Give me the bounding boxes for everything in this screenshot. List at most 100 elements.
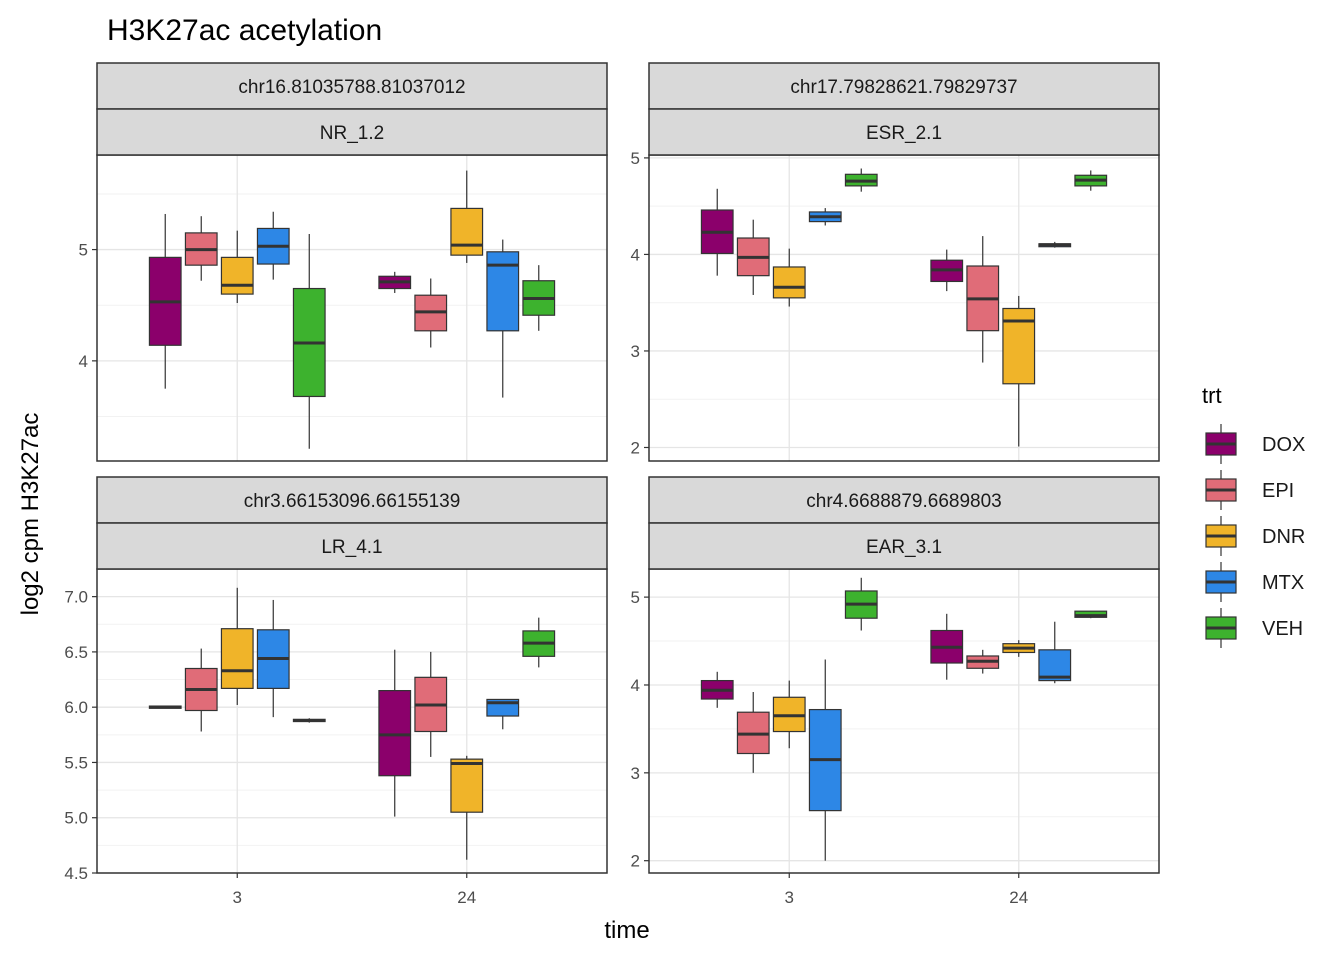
- legend-key-veh: [1200, 606, 1242, 650]
- box-dox: [700, 188, 734, 276]
- strip-top-label: chr16.81035788.81037012: [238, 77, 465, 98]
- box-mtx: [1038, 621, 1072, 684]
- panel-background: [97, 155, 607, 461]
- box-veh: [844, 577, 878, 631]
- strip-bottom-label: ESR_2.1: [866, 123, 942, 144]
- x-tick-label: 3: [785, 888, 794, 907]
- box-epi: [414, 651, 448, 757]
- box-body: [450, 758, 484, 813]
- box-body: [486, 251, 520, 332]
- facet-panel: 2 3 4 5 chr4.6688879.6689803 EAR_3.1 3 24: [631, 476, 1160, 907]
- box-veh: [292, 234, 326, 449]
- strip-top-label: chr4.6688879.6689803: [806, 491, 1001, 512]
- box-dnr: [450, 755, 484, 860]
- box-body: [1038, 649, 1072, 682]
- box-mtx: [808, 659, 842, 861]
- y-tick-label: 5: [631, 149, 640, 168]
- box-veh: [1074, 610, 1108, 619]
- legend-label-mtx: MTX: [1262, 572, 1304, 594]
- strip-bottom-label: EAR_3.1: [866, 537, 942, 558]
- panel-background: [649, 155, 1159, 461]
- y-tick-label: 5: [79, 241, 88, 260]
- legend-label-veh: VEH: [1262, 618, 1303, 640]
- y-tick-label: 5.5: [64, 753, 88, 772]
- y-tick-label: 5.0: [64, 809, 88, 828]
- box-dox: [378, 271, 412, 293]
- strip-bottom: [96, 522, 608, 570]
- facet-panel: 4 5 chr16.81035788.81037012 NR_1.2: [79, 62, 608, 462]
- box-dox: [148, 705, 182, 709]
- y-tick-label: 5: [631, 588, 640, 607]
- box-epi: [736, 692, 770, 773]
- box-dnr: [1002, 295, 1036, 447]
- box-epi: [414, 278, 448, 348]
- y-tick-label: 3: [631, 342, 640, 361]
- box-dox: [378, 649, 412, 817]
- legend-label-dox: DOX: [1262, 434, 1305, 456]
- strip-top: [96, 62, 608, 110]
- strip-top: [648, 62, 1160, 110]
- chart-title: H3K27ac acetylation: [107, 14, 382, 47]
- legend-key-mtx: [1200, 560, 1242, 604]
- y-tick-label: 2: [631, 438, 640, 457]
- legend: trt DOX EPI DNR MTX VEH: [1200, 383, 1305, 650]
- box-veh: [522, 265, 556, 331]
- box-veh: [292, 718, 326, 723]
- strip-top: [96, 476, 608, 524]
- legend-label-dnr: DNR: [1262, 526, 1305, 548]
- y-tick-label: 6.5: [64, 643, 88, 662]
- strip-bottom-label: NR_1.2: [320, 123, 384, 144]
- box-body: [378, 689, 412, 777]
- box-veh: [844, 168, 878, 192]
- facet-panel: 4.5 5.0 5.5 6.0 6.5 7.0 chr3.66153096.66155139…: [64, 476, 608, 907]
- box-dox: [930, 249, 964, 292]
- box-body: [220, 256, 254, 295]
- box-mtx: [256, 599, 290, 718]
- y-tick-label: 4.5: [64, 864, 88, 883]
- box-body: [220, 628, 254, 689]
- box-dnr: [772, 248, 806, 307]
- box-mtx: [808, 208, 842, 226]
- box-mtx: [486, 698, 520, 730]
- facet-panels: 4 5 chr16.81035788.81037012 NR_1.2 2 3 4 5 chr17…: [64, 62, 1160, 907]
- strip-top-label: chr17.79828621.79829737: [790, 77, 1017, 98]
- box-epi: [184, 648, 218, 732]
- box-veh: [522, 617, 556, 668]
- y-tick-label: 7.0: [64, 588, 88, 607]
- y-tick-label: 4: [79, 352, 88, 371]
- y-axis-label: log2 cpm H3K27ac: [17, 413, 44, 616]
- box-body: [450, 207, 484, 256]
- x-axis-label: time: [604, 917, 649, 944]
- box-mtx: [1038, 241, 1072, 248]
- strip-top: [648, 476, 1160, 524]
- box-mtx: [486, 239, 520, 398]
- y-tick-label: 4: [631, 245, 640, 264]
- legend-key-dox: [1200, 422, 1242, 466]
- strip-top-label: chr3.66153096.66155139: [244, 491, 461, 512]
- box-dox: [700, 671, 734, 708]
- y-tick-label: 2: [631, 852, 640, 871]
- box-dnr: [450, 170, 484, 263]
- y-tick-label: 6.0: [64, 698, 88, 717]
- box-dox: [148, 213, 182, 389]
- strip-bottom-label: LR_4.1: [321, 537, 382, 558]
- box-mtx: [256, 211, 290, 280]
- legend-key-epi: [1200, 468, 1242, 512]
- box-epi: [966, 236, 1000, 363]
- box-veh: [1074, 170, 1108, 191]
- box-dnr: [220, 587, 254, 705]
- box-epi: [736, 219, 770, 295]
- box-dnr: [1002, 640, 1036, 657]
- x-tick-label: 24: [457, 888, 476, 907]
- box-epi: [966, 649, 1000, 674]
- box-dnr: [772, 680, 806, 749]
- box-body: [772, 266, 806, 299]
- box-epi: [184, 216, 218, 281]
- legend-title: trt: [1202, 383, 1222, 408]
- panel-background: [97, 569, 607, 873]
- strip-bottom: [96, 108, 608, 156]
- facet-panel: 2 3 4 5 chr17.79828621.79829737 ESR_2.1: [631, 62, 1160, 462]
- legend-label-epi: EPI: [1262, 480, 1294, 502]
- legend-key-dnr: [1200, 514, 1242, 558]
